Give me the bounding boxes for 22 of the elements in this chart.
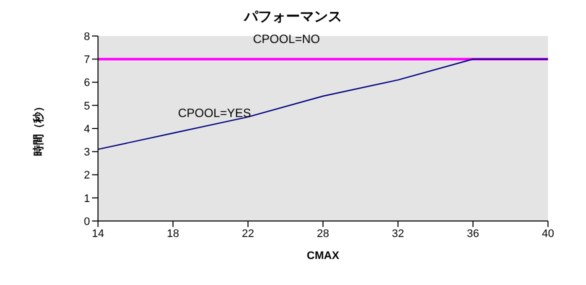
x-tick-label: 40: [542, 228, 554, 240]
series-label: CPOOL=NO: [253, 32, 320, 46]
y-tick-label: 0: [84, 216, 90, 228]
chart-title: パフォーマンス: [242, 8, 343, 26]
y-tick-label: 6: [84, 77, 90, 90]
x-axis-title: CMAX: [306, 250, 340, 262]
y-tick-label: 1: [84, 192, 90, 205]
x-tick-label: 18: [166, 228, 180, 240]
x-tick-label: 22: [242, 228, 254, 240]
y-tick-label: 2: [84, 170, 90, 182]
series-label: CPOOL=YES: [178, 106, 252, 120]
x-tick-label: 32: [392, 228, 404, 240]
y-tick-label: 4: [84, 123, 90, 136]
y-tick-label: 3: [84, 146, 90, 159]
y-axis-title: 時間（秒）: [32, 101, 45, 156]
line-series: [97, 58, 549, 150]
y-tick-label: 8: [84, 30, 90, 43]
y-tick-label: 7: [84, 54, 90, 66]
x-tick-label: 14: [92, 228, 104, 240]
x-tick-label: 36: [466, 228, 480, 240]
y-tick-label: 5: [84, 100, 90, 112]
x-tick-label: 28: [316, 228, 330, 240]
